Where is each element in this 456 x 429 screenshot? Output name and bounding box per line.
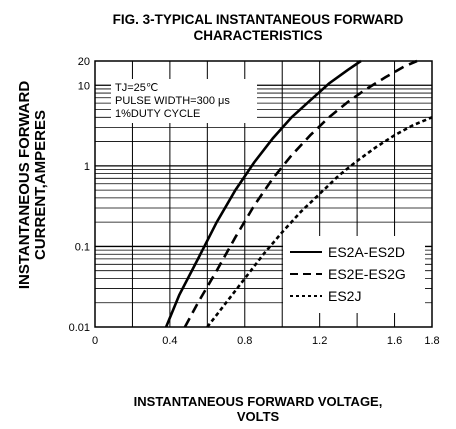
chart-legend: ES2A-ES2D ES2E-ES2G ES2J bbox=[283, 236, 425, 313]
x-tick-label: 0.8 bbox=[237, 335, 252, 347]
x-tick-label: 1.8 bbox=[424, 335, 439, 347]
y-tick-label: 10 bbox=[78, 80, 90, 92]
series-line-es2a-es2d bbox=[164, 59, 362, 328]
y-tick-label: 1 bbox=[84, 161, 90, 173]
chart-title-line1: FIG. 3-TYPICAL INSTANTANEOUS FORWARD bbox=[112, 12, 404, 27]
legend-label: ES2E-ES2G bbox=[328, 266, 406, 282]
y-tick-label: 0.01 bbox=[69, 322, 90, 334]
condition-line: PULSE WIDTH=300 μs bbox=[115, 95, 230, 107]
legend-label: ES2J bbox=[328, 288, 361, 304]
series-line-es2j bbox=[206, 116, 433, 328]
x-axis-label-line1: INSTANTANEOUS FORWARD VOLTAGE, bbox=[133, 394, 383, 409]
chart-series bbox=[164, 59, 433, 328]
plot-frame bbox=[94, 60, 433, 328]
y-tick-label: 0.1 bbox=[75, 241, 90, 253]
x-axis-label-line2: VOLTS bbox=[236, 409, 280, 424]
condition-line: 1%DUTY CYCLE bbox=[115, 108, 200, 120]
axis-tick-labels: 0 0.4 0.8 1.2 1.6 1.8 0.01 0.1 1 10 20 bbox=[69, 56, 440, 347]
condition-line: TJ=25℃ bbox=[115, 82, 158, 94]
x-tick-label: 0 bbox=[92, 335, 98, 347]
series-line-es2e-es2g bbox=[183, 59, 418, 328]
legend-label: ES2A-ES2D bbox=[328, 244, 405, 260]
y-tick-label: 20 bbox=[78, 56, 90, 68]
x-tick-label: 1.2 bbox=[312, 335, 327, 347]
conditions-box bbox=[111, 79, 257, 123]
x-tick-label: 1.6 bbox=[387, 335, 402, 347]
x-tick-label: 0.4 bbox=[162, 335, 177, 347]
chart-title-line2: CHARACTERISTICS bbox=[193, 28, 323, 43]
